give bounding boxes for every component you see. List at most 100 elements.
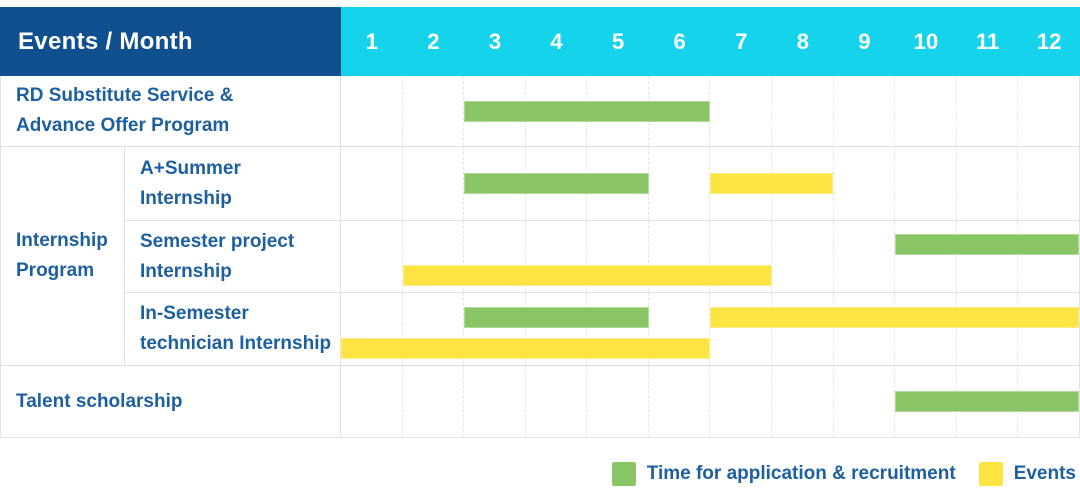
month-header-6: 6 <box>673 28 686 54</box>
row-talent-scholarship: Talent scholarship <box>1 365 1079 437</box>
grid-cell <box>647 221 710 292</box>
row-a-plus-summer: A+Summer Internship <box>125 147 1079 220</box>
grid-cell <box>709 293 771 365</box>
grid-cell <box>401 221 464 292</box>
bar-rd-substitute-application <box>464 100 710 122</box>
grid-cell <box>771 76 833 146</box>
grid-cell <box>709 76 771 146</box>
grid-cell <box>1017 147 1079 220</box>
grid-cell <box>955 221 1018 292</box>
grid-cell <box>341 76 402 146</box>
row-label-line: technician Internship <box>140 333 332 354</box>
row-label-line: Talent scholarship <box>16 390 183 412</box>
grid-cell <box>894 221 956 292</box>
legend-swatch-application <box>611 462 636 486</box>
grid-cell <box>771 293 833 365</box>
row-label-in-semester-technician: In-Semester technician Internship <box>125 293 341 365</box>
grid-cell <box>894 147 956 220</box>
grid-cell <box>1017 76 1079 146</box>
grid-cell <box>1017 221 1079 292</box>
grid-cell <box>341 221 402 292</box>
row-label-line: RD Substitute Service & <box>16 85 234 106</box>
group-label-internship-program: Internship Program <box>1 147 125 365</box>
grid-cell <box>586 293 648 365</box>
group-label-line: Internship <box>16 230 108 251</box>
row-label-line: In-Semester <box>140 303 249 324</box>
bar-a-plus-summer-application <box>464 173 649 194</box>
row-label-line: Advance Offer Program <box>16 115 230 136</box>
timeline-grid-talent-scholarship <box>341 366 1079 437</box>
grid-cell <box>771 366 833 437</box>
row-label-line: A+Summer <box>140 157 241 179</box>
grid-cell <box>401 293 464 365</box>
grid-cell <box>955 147 1018 220</box>
timeline-grid-a-plus-summer <box>341 147 1079 220</box>
row-semester-project: Semester project Internship <box>125 220 1079 292</box>
month-header-2: 2 <box>427 28 440 54</box>
month-header-9: 9 <box>858 28 871 54</box>
grid-cell <box>463 293 525 365</box>
grid-cell <box>832 221 895 292</box>
schedule-table: Events / Month 1 2 3 4 5 6 7 8 9 10 11 12 RD Substi… <box>0 7 1080 438</box>
header-events-month-title: Events / Month <box>0 7 341 76</box>
month-header-4: 4 <box>550 28 563 54</box>
grid-cell <box>955 76 1018 146</box>
grid-cell <box>586 366 648 437</box>
month-header-10: 10 <box>913 28 939 54</box>
grid-cell <box>463 366 525 437</box>
grid-cell <box>955 293 1018 365</box>
month-header-strip: 1 2 3 4 5 6 7 8 9 10 11 12 <box>341 7 1080 76</box>
row-label-a-plus-summer: A+Summer Internship <box>125 147 341 220</box>
grid-cell <box>647 293 710 365</box>
month-header-3: 3 <box>488 28 502 54</box>
timeline-grid-rd-substitute <box>341 76 1079 146</box>
grid-cell <box>709 147 771 220</box>
legend-swatch-events <box>978 462 1003 486</box>
bar-in-semester-technician-event <box>341 337 710 359</box>
grid-cell <box>771 221 833 292</box>
bar-a-plus-summer-event <box>710 173 833 194</box>
legend-label-events: Events <box>1013 463 1076 484</box>
grid-cell <box>341 147 402 220</box>
row-label-talent-scholarship: Talent scholarship <box>1 366 341 437</box>
grid-cell <box>586 221 648 292</box>
grid-cell <box>894 293 956 365</box>
grid-cell <box>524 293 587 365</box>
row-label-line: Internship <box>140 187 232 209</box>
row-label-line: Internship <box>140 260 232 282</box>
internship-subrows: A+Summer Internship Semester project Int… <box>125 147 1079 365</box>
row-label-line: Semester project <box>140 230 295 252</box>
legend-label-application: Time for application & recruitment <box>646 463 956 484</box>
grid-cell <box>709 366 771 437</box>
month-header-12: 12 <box>1036 28 1062 54</box>
bar-talent-scholarship-application <box>894 391 1079 412</box>
grid-cell <box>401 366 464 437</box>
grid-cell <box>709 221 771 292</box>
timeline-grid-in-semester-technician <box>341 293 1079 365</box>
row-rd-substitute: RD Substitute Service & Advance Offer Pr… <box>1 76 1079 146</box>
grid-cell <box>463 76 525 146</box>
month-header-11: 11 <box>975 28 1000 54</box>
grid-cell <box>1017 293 1079 365</box>
grid-cell <box>832 76 895 146</box>
grid-cell <box>524 221 587 292</box>
row-in-semester-technician: In-Semester technician Internship <box>125 292 1079 365</box>
month-header-8: 8 <box>796 28 809 54</box>
table-header-row: Events / Month 1 2 3 4 5 6 7 8 9 10 11 12 <box>0 7 1080 76</box>
grid-cell <box>463 147 525 220</box>
month-header-5: 5 <box>611 28 625 54</box>
grid-cell <box>832 293 895 365</box>
grid-cell <box>647 147 710 220</box>
month-header-7: 7 <box>735 28 748 54</box>
row-label-rd-substitute: RD Substitute Service & Advance Offer Pr… <box>1 76 341 146</box>
timeline-grid-semester-project <box>341 221 1079 292</box>
internship-program-group: Internship Program A+Summer Internship S… <box>1 146 1079 365</box>
bar-semester-project-application <box>894 234 1079 256</box>
grid-cell <box>401 76 464 146</box>
bar-in-semester-technician-application <box>464 306 649 328</box>
grid-cell <box>524 366 587 437</box>
row-label-semester-project: Semester project Internship <box>125 221 341 292</box>
bar-semester-project-event <box>402 265 772 287</box>
grid-cell <box>832 366 895 437</box>
